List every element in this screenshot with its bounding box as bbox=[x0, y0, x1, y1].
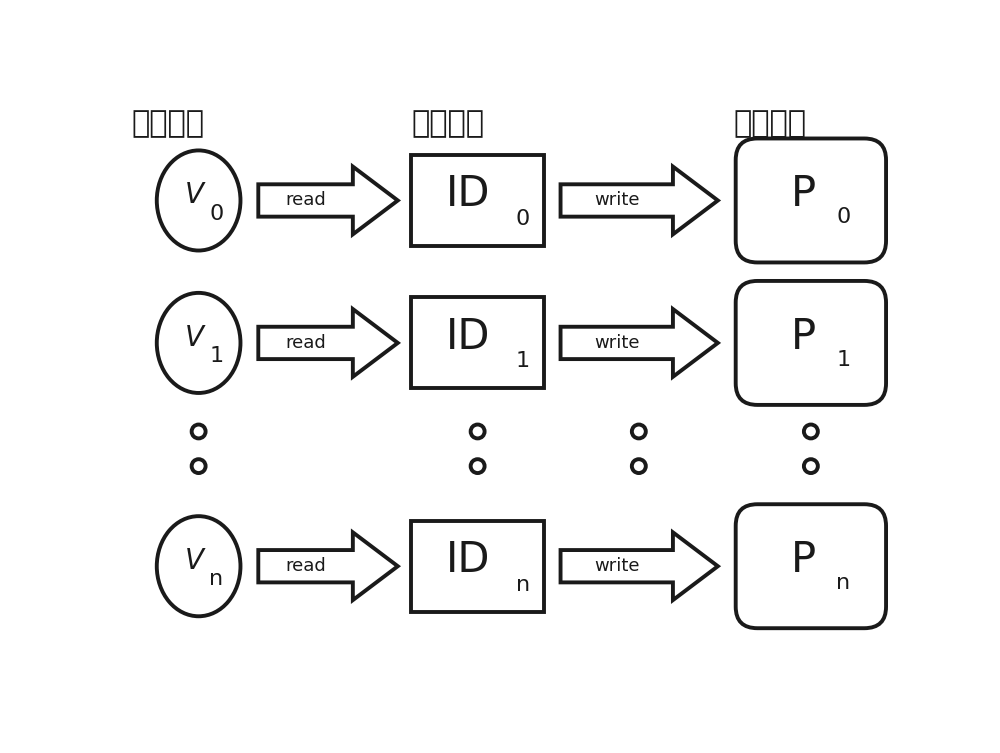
Polygon shape bbox=[561, 532, 718, 600]
Text: n: n bbox=[836, 573, 850, 593]
Text: read: read bbox=[285, 191, 326, 209]
Text: read: read bbox=[285, 334, 326, 352]
Polygon shape bbox=[258, 309, 398, 376]
FancyBboxPatch shape bbox=[736, 139, 886, 263]
Text: read: read bbox=[285, 557, 326, 575]
Text: 线程计算: 线程计算 bbox=[412, 109, 485, 138]
Text: P: P bbox=[791, 173, 816, 215]
Text: ID: ID bbox=[446, 316, 491, 358]
Ellipse shape bbox=[157, 516, 240, 616]
Text: 0: 0 bbox=[209, 203, 224, 224]
Text: 碰撞几率: 碰撞几率 bbox=[733, 109, 806, 138]
Ellipse shape bbox=[157, 293, 240, 393]
FancyBboxPatch shape bbox=[736, 505, 886, 628]
Text: V: V bbox=[185, 324, 204, 352]
Text: P: P bbox=[791, 316, 816, 358]
Text: n: n bbox=[209, 569, 224, 590]
Text: 1: 1 bbox=[209, 346, 224, 366]
Text: 粒子速度: 粒子速度 bbox=[131, 109, 204, 138]
Text: 0: 0 bbox=[515, 209, 530, 229]
Text: write: write bbox=[594, 191, 639, 209]
Text: V: V bbox=[185, 181, 204, 209]
Text: ID: ID bbox=[446, 173, 491, 215]
Bar bbox=[411, 155, 544, 246]
Text: P: P bbox=[791, 539, 816, 581]
Text: write: write bbox=[594, 557, 639, 575]
Text: 1: 1 bbox=[836, 350, 850, 370]
Bar bbox=[411, 297, 544, 389]
Polygon shape bbox=[258, 166, 398, 234]
Text: 0: 0 bbox=[836, 207, 851, 227]
Text: write: write bbox=[594, 334, 639, 352]
Text: V: V bbox=[185, 547, 204, 575]
Text: 1: 1 bbox=[516, 352, 530, 371]
FancyBboxPatch shape bbox=[736, 281, 886, 405]
Text: ID: ID bbox=[446, 539, 491, 581]
Bar bbox=[411, 521, 544, 611]
Text: n: n bbox=[516, 575, 530, 595]
Ellipse shape bbox=[157, 151, 240, 251]
Polygon shape bbox=[561, 166, 718, 234]
Polygon shape bbox=[258, 532, 398, 600]
Polygon shape bbox=[561, 309, 718, 376]
